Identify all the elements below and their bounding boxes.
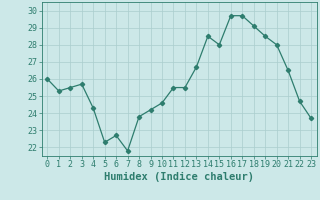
X-axis label: Humidex (Indice chaleur): Humidex (Indice chaleur) — [104, 172, 254, 182]
